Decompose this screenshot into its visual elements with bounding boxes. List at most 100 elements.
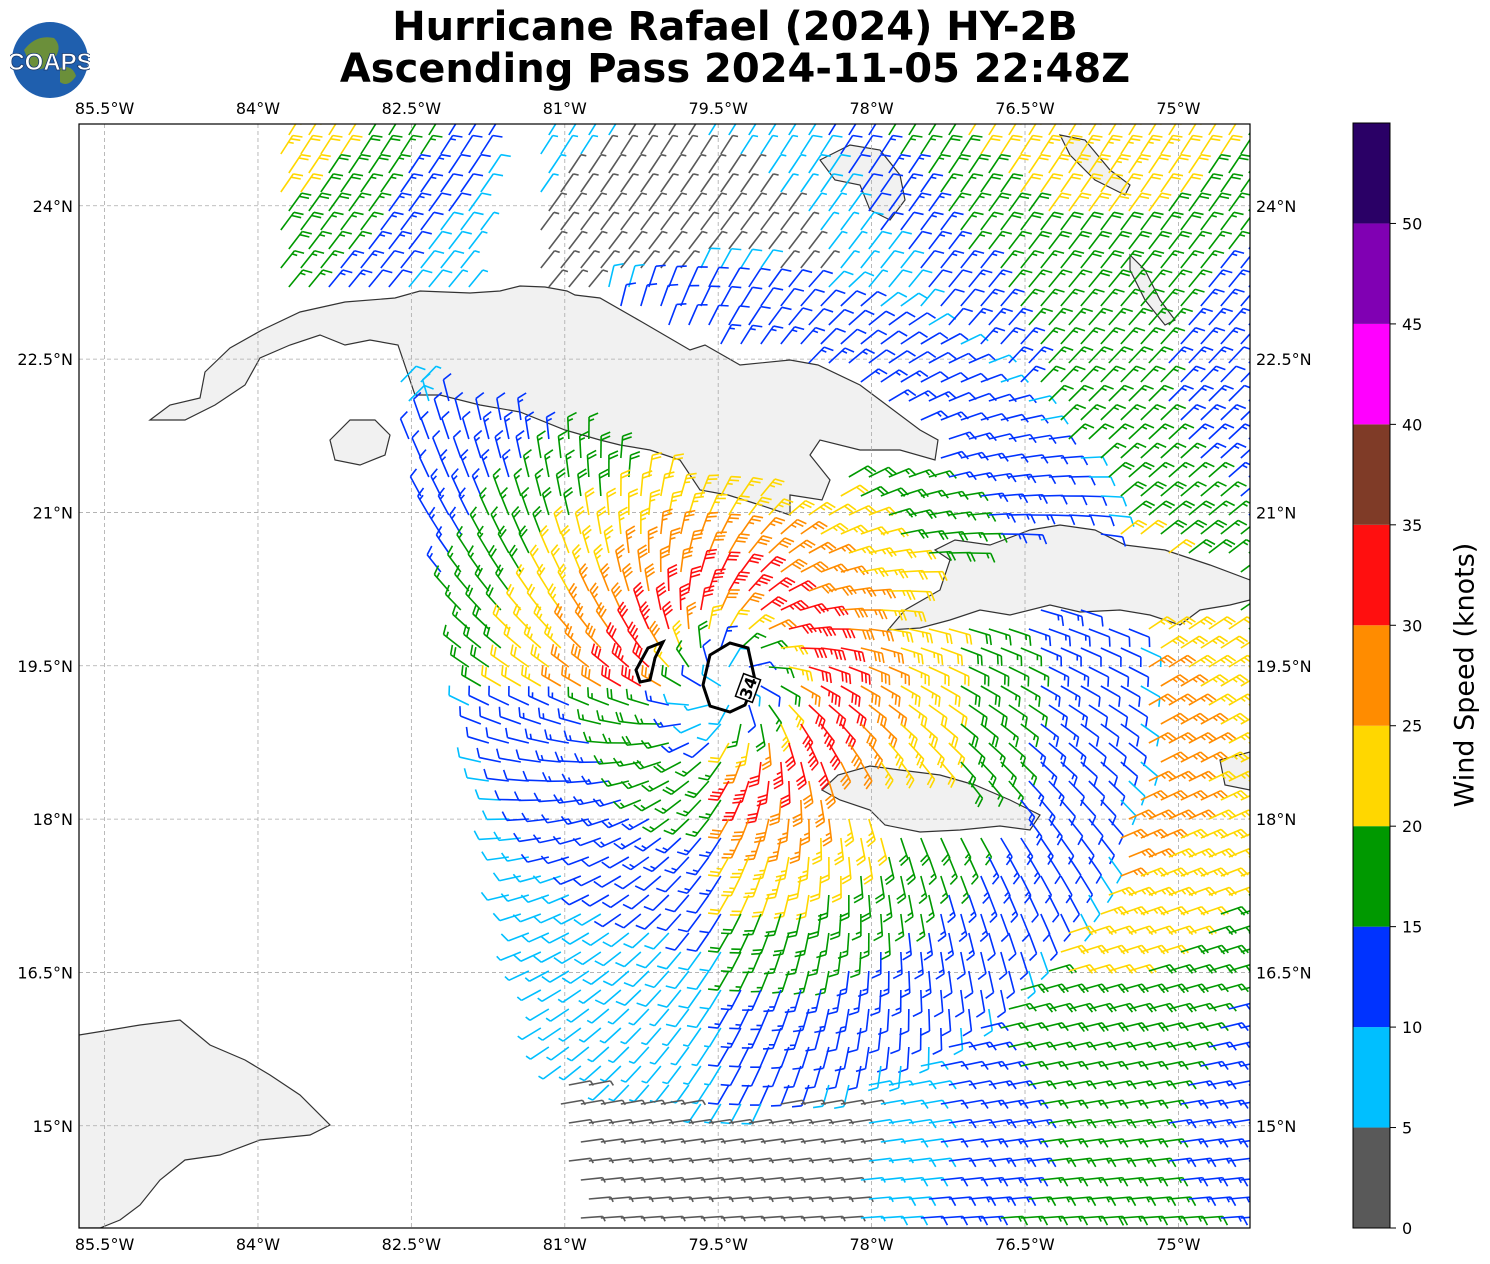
wind-barb [948, 269, 973, 288]
wind-barb [440, 134, 463, 155]
wind-barb [488, 124, 502, 136]
wind-barb [860, 290, 887, 307]
wind-barb [280, 173, 304, 193]
wind-barb [408, 230, 432, 250]
wind-barb [1080, 173, 1104, 193]
wind-barb [820, 211, 840, 231]
wind-barb [788, 269, 813, 288]
wind-barb [1028, 153, 1051, 174]
wind-barb [1240, 173, 1250, 193]
wind-barb [1108, 153, 1131, 174]
wind-barb [740, 211, 760, 231]
wind-barb [1160, 134, 1183, 155]
wind-barb [1160, 288, 1185, 307]
wind-barb [748, 153, 767, 174]
colorbar-tick-label: 10 [1402, 1018, 1422, 1037]
wind-barb [980, 173, 1004, 193]
wind-barb [568, 192, 588, 212]
wind-barb [368, 230, 392, 250]
wind-barb [1080, 134, 1103, 155]
hispaniola-land [886, 524, 1250, 631]
wind-barb [1180, 211, 1204, 231]
wind-barb [328, 124, 342, 136]
wind-barb [968, 153, 991, 174]
wind-barb [1048, 269, 1073, 288]
wind-barb [288, 269, 313, 288]
wind-barb [1008, 153, 1031, 174]
wind-barb [308, 230, 332, 250]
wind-barb [940, 249, 965, 269]
wind-barb [680, 173, 699, 193]
wind-barb [288, 230, 312, 250]
wind-barb [848, 230, 868, 250]
wind-barb [1060, 211, 1084, 231]
wind-barb [620, 282, 637, 307]
isla-juventud [329, 419, 391, 466]
wind-barb [1008, 192, 1032, 212]
wind-barb [340, 211, 364, 231]
wind-barb [428, 124, 442, 136]
wind-barb [400, 134, 423, 155]
wind-barb [628, 124, 642, 136]
wind-barb [620, 249, 640, 269]
wind-barb [1228, 269, 1250, 288]
wind-barb [1228, 124, 1242, 136]
wind-barb [340, 249, 365, 269]
wind-barb [668, 303, 687, 326]
wind-barb [1068, 192, 1092, 212]
wind-barb [1160, 211, 1184, 231]
wind-barb [1088, 230, 1112, 250]
wind-barb [1148, 230, 1172, 250]
wind-barb [888, 269, 913, 288]
colorbar-bin [1353, 223, 1390, 324]
wind-barb [308, 269, 333, 288]
colorbar-tick-label: 20 [1402, 817, 1422, 836]
wind-barb [1188, 192, 1212, 212]
wind-barb [468, 124, 482, 136]
wind-barb [600, 134, 619, 155]
wind-barb [488, 153, 511, 174]
colorbar-bins [1353, 123, 1390, 1228]
wind-barb [780, 249, 800, 269]
wind-barb [368, 124, 382, 136]
wind-barb [468, 230, 488, 250]
wind-barb [800, 249, 820, 269]
wind-barb [660, 173, 679, 193]
wind-barb [860, 173, 884, 193]
wind-barb [1028, 124, 1042, 136]
colorbar-tick-label: 45 [1402, 315, 1422, 334]
wind-barb-layer [280, 124, 1250, 1226]
wind-barb [908, 153, 931, 174]
wind-barb [588, 192, 608, 212]
colorbar-bin [1353, 323, 1390, 425]
wind-barb [1228, 230, 1250, 250]
wind-barb [580, 211, 600, 231]
wind-barb [920, 249, 945, 269]
title-line-2: Ascending Pass 2024-11-05 22:48Z [339, 46, 1131, 92]
wind-barb [1108, 192, 1132, 212]
wind-barb [728, 124, 742, 136]
wind-barb [948, 124, 962, 136]
wind-barb [808, 192, 828, 212]
wind-barb [928, 153, 951, 174]
wind-barb [280, 211, 304, 231]
wind-barb [788, 153, 807, 174]
wind-barb [348, 153, 371, 174]
wind-barb [588, 153, 607, 174]
wind-barb [720, 247, 742, 269]
wind-barb [740, 134, 759, 155]
colorbar-tick-label: 15 [1402, 918, 1422, 937]
wind-barb [1040, 288, 1065, 307]
wind-barb [1168, 124, 1182, 136]
wind-barb [708, 230, 728, 250]
wind-barb [880, 249, 905, 269]
wind-barb [420, 211, 444, 231]
wind-barb [888, 230, 912, 250]
wind-barb [1188, 269, 1213, 288]
wind-barb [348, 192, 372, 212]
wind-barb [940, 288, 965, 307]
wind-barb [320, 134, 343, 155]
wind-barb [1040, 249, 1065, 269]
wind-barb [1208, 269, 1233, 288]
wind-barb [420, 173, 444, 193]
